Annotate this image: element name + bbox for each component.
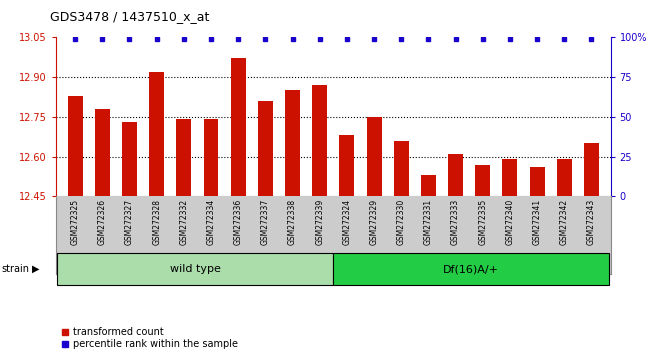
Text: GSM272339: GSM272339 — [315, 199, 324, 245]
Text: GSM272336: GSM272336 — [234, 199, 243, 245]
Text: GSM272331: GSM272331 — [424, 199, 433, 245]
Bar — [339, 135, 354, 196]
Bar — [57, 253, 333, 285]
Bar — [584, 143, 599, 196]
Bar — [502, 159, 517, 196]
Text: Df(16)A/+: Df(16)A/+ — [444, 264, 499, 274]
Bar — [68, 96, 82, 196]
Text: GSM272328: GSM272328 — [152, 199, 161, 245]
Text: GSM272342: GSM272342 — [560, 199, 569, 245]
Text: strain: strain — [1, 264, 29, 274]
Bar — [530, 167, 544, 196]
Text: GSM272338: GSM272338 — [288, 199, 297, 245]
Bar — [231, 58, 246, 196]
Text: GSM272334: GSM272334 — [207, 199, 216, 245]
Bar — [176, 119, 191, 196]
Text: GSM272329: GSM272329 — [370, 199, 379, 245]
Bar — [333, 253, 609, 285]
Text: GSM272341: GSM272341 — [533, 199, 542, 245]
Text: GSM272327: GSM272327 — [125, 199, 134, 245]
Bar — [203, 119, 218, 196]
Bar — [285, 90, 300, 196]
Bar — [475, 165, 490, 196]
Bar — [95, 109, 110, 196]
Legend: transformed count, percentile rank within the sample: transformed count, percentile rank withi… — [61, 327, 238, 349]
Bar — [366, 117, 381, 196]
Bar — [448, 154, 463, 196]
Text: GSM272340: GSM272340 — [506, 199, 514, 245]
Text: GSM272335: GSM272335 — [478, 199, 487, 245]
Text: GDS3478 / 1437510_x_at: GDS3478 / 1437510_x_at — [50, 10, 209, 23]
Text: GSM272326: GSM272326 — [98, 199, 107, 245]
Bar — [258, 101, 273, 196]
Text: GSM272324: GSM272324 — [343, 199, 351, 245]
Bar — [421, 175, 436, 196]
Text: ▶: ▶ — [32, 264, 39, 274]
Bar — [394, 141, 409, 196]
Bar — [557, 159, 572, 196]
Bar — [122, 122, 137, 196]
Text: GSM272330: GSM272330 — [397, 199, 406, 245]
Text: GSM272325: GSM272325 — [71, 199, 80, 245]
Bar — [312, 85, 327, 196]
Text: GSM272333: GSM272333 — [451, 199, 460, 245]
Text: GSM272332: GSM272332 — [180, 199, 188, 245]
Text: wild type: wild type — [170, 264, 221, 274]
Text: GSM272337: GSM272337 — [261, 199, 270, 245]
Bar — [149, 72, 164, 196]
Text: GSM272343: GSM272343 — [587, 199, 596, 245]
